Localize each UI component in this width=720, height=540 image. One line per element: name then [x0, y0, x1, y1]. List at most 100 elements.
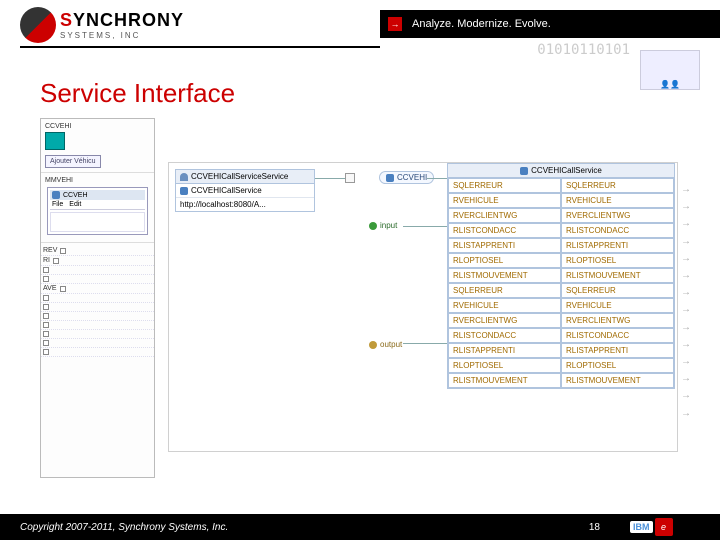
svc-left-header-text: CCVEHICallServiceService	[191, 172, 288, 181]
content-area: CCVEHI Ajouter Véhicu MMVEHI CCVEH File …	[40, 118, 680, 488]
page-number: 18	[589, 522, 600, 533]
svc-left-row1-text: CCVEHICallService	[191, 186, 262, 195]
ccvehi-label: CCVEHI	[397, 173, 427, 182]
arrow-right-icon: →	[681, 353, 695, 370]
input-label: input	[369, 221, 402, 230]
lp-row-label: REV	[43, 247, 57, 254]
lp-rows: REV RI AVE	[41, 246, 154, 357]
square-icon	[43, 267, 49, 273]
header-divider	[20, 46, 380, 48]
binding-icon	[180, 187, 188, 195]
arrow-right-icon: →	[681, 181, 695, 198]
slide-title: Service Interface	[40, 78, 235, 109]
parameter-cell: RLISTCONDACC	[561, 223, 674, 238]
service-icon	[180, 173, 188, 181]
logo-text: SYNCHRONY SYSTEMS, INC	[60, 10, 184, 40]
parameter-cell: SQLERREUR	[561, 178, 674, 193]
parameter-cell: RLOPTIOSEL	[561, 253, 674, 268]
component-icon	[386, 174, 394, 182]
square-icon	[43, 295, 49, 301]
menu-edit[interactable]: Edit	[69, 201, 81, 208]
input-text: input	[380, 221, 397, 230]
lp-row	[41, 294, 154, 303]
parameter-cell: RLISTCONDACC	[561, 328, 674, 343]
parameter-cell: RLOPTIOSEL	[448, 358, 561, 373]
connector-line	[315, 178, 345, 179]
lp-row-label: AVE	[43, 285, 57, 292]
arrow-right-icon: →	[681, 284, 695, 301]
square-icon	[53, 258, 59, 264]
mini-canvas	[50, 212, 145, 232]
partner-logo: IBM e	[630, 517, 700, 537]
service-interface-box[interactable]: CCVEHICallService SQLERREURSQLERREURRVEH…	[447, 163, 675, 389]
parameter-cell: RLISTAPPRENTI	[448, 238, 561, 253]
output-text: output	[380, 340, 402, 349]
parameter-cell: RVERCLIENTWG	[561, 208, 674, 223]
parameter-cell: RLISTMOUVEMENT	[448, 268, 561, 283]
lp-row	[41, 275, 154, 284]
lp-row: RI	[41, 256, 154, 266]
arrow-right-icon: →	[681, 336, 695, 353]
app-left-panel: CCVEHI Ajouter Véhicu MMVEHI CCVEH File …	[40, 118, 155, 478]
interface-icon	[520, 167, 528, 175]
arrow-right-icon: →	[681, 301, 695, 318]
square-icon	[60, 248, 66, 254]
monitor-icon	[45, 132, 65, 150]
tagline-bar: → Analyze. Modernize. Evolve.	[380, 10, 720, 38]
ibm-logo-icon: IBM	[630, 521, 653, 533]
lp-row: AVE	[41, 284, 154, 294]
logo-subline: SYSTEMS, INC	[60, 31, 184, 40]
brand-logo: SYNCHRONY SYSTEMS, INC	[0, 7, 184, 43]
window-icon	[52, 191, 60, 199]
parameter-cell: RVERCLIENTWG	[448, 208, 561, 223]
parameter-cell: RLISTCONDACC	[448, 328, 561, 343]
lp-mid-section: MMVEHI CCVEH File Edit	[41, 173, 154, 243]
lp-top-section: CCVEHI Ajouter Véhicu	[41, 119, 154, 173]
arrow-right-icon: →	[681, 198, 695, 215]
mini-window-title: CCVEH	[63, 192, 88, 199]
connector-node-icon	[345, 173, 355, 183]
arrow-right-icon: →	[681, 250, 695, 267]
copyright-text: Copyright 2007-2011, Synchrony Systems, …	[20, 522, 589, 533]
connector-line	[403, 226, 447, 227]
arrow-right-icon: →	[681, 404, 695, 421]
arrow-right-icon: →	[681, 267, 695, 284]
parameter-cell: RVERCLIENTWG	[561, 313, 674, 328]
square-icon	[43, 313, 49, 319]
parameter-cell: RLISTMOUVEMENT	[561, 268, 674, 283]
parameter-cell: RLISTMOUVEMENT	[448, 373, 561, 388]
slide-footer: Copyright 2007-2011, Synchrony Systems, …	[0, 514, 720, 540]
square-icon	[43, 322, 49, 328]
parameter-grid: SQLERREURSQLERREURRVEHICULERVEHICULERVER…	[448, 178, 674, 388]
svc-left-header: CCVEHICallServiceService	[176, 170, 314, 184]
business-partner-icon: e	[655, 518, 673, 536]
square-icon	[60, 286, 66, 292]
arrow-right-icon: →	[681, 319, 695, 336]
lp-row	[41, 303, 154, 312]
output-label: output	[369, 340, 402, 349]
svc-left-row: CCVEHICallService	[176, 184, 314, 198]
parameter-cell: RVEHICULE	[448, 193, 561, 208]
square-icon	[43, 276, 49, 282]
arrow-right-icon: →	[681, 215, 695, 232]
parameter-cell: SQLERREUR	[561, 283, 674, 298]
menu-file[interactable]: File	[52, 201, 63, 208]
arrow-right-icon: →	[388, 17, 402, 31]
parameter-cell: RLOPTIOSEL	[561, 358, 674, 373]
add-vehicle-button[interactable]: Ajouter Véhicu	[45, 155, 101, 168]
svc-left-row2-text: http://localhost:8080/A...	[180, 200, 266, 209]
parameter-cell: RLISTAPPRENTI	[561, 238, 674, 253]
logo-name-rest: YNCHRONY	[73, 10, 184, 30]
input-icon	[369, 222, 377, 230]
arrow-right-icon: →	[681, 233, 695, 250]
lp-row	[41, 266, 154, 275]
square-icon	[43, 304, 49, 310]
service-endpoint-box[interactable]: CCVEHICallServiceService CCVEHICallServi…	[175, 169, 315, 212]
ccvehi-node[interactable]: CCVEHI	[379, 171, 434, 184]
parameter-cell: RLISTAPPRENTI	[448, 343, 561, 358]
parameter-cell: RLISTMOUVEMENT	[561, 373, 674, 388]
lp-row	[41, 339, 154, 348]
lp-row	[41, 348, 154, 357]
parameter-cell: RVERCLIENTWG	[448, 313, 561, 328]
square-icon	[43, 340, 49, 346]
